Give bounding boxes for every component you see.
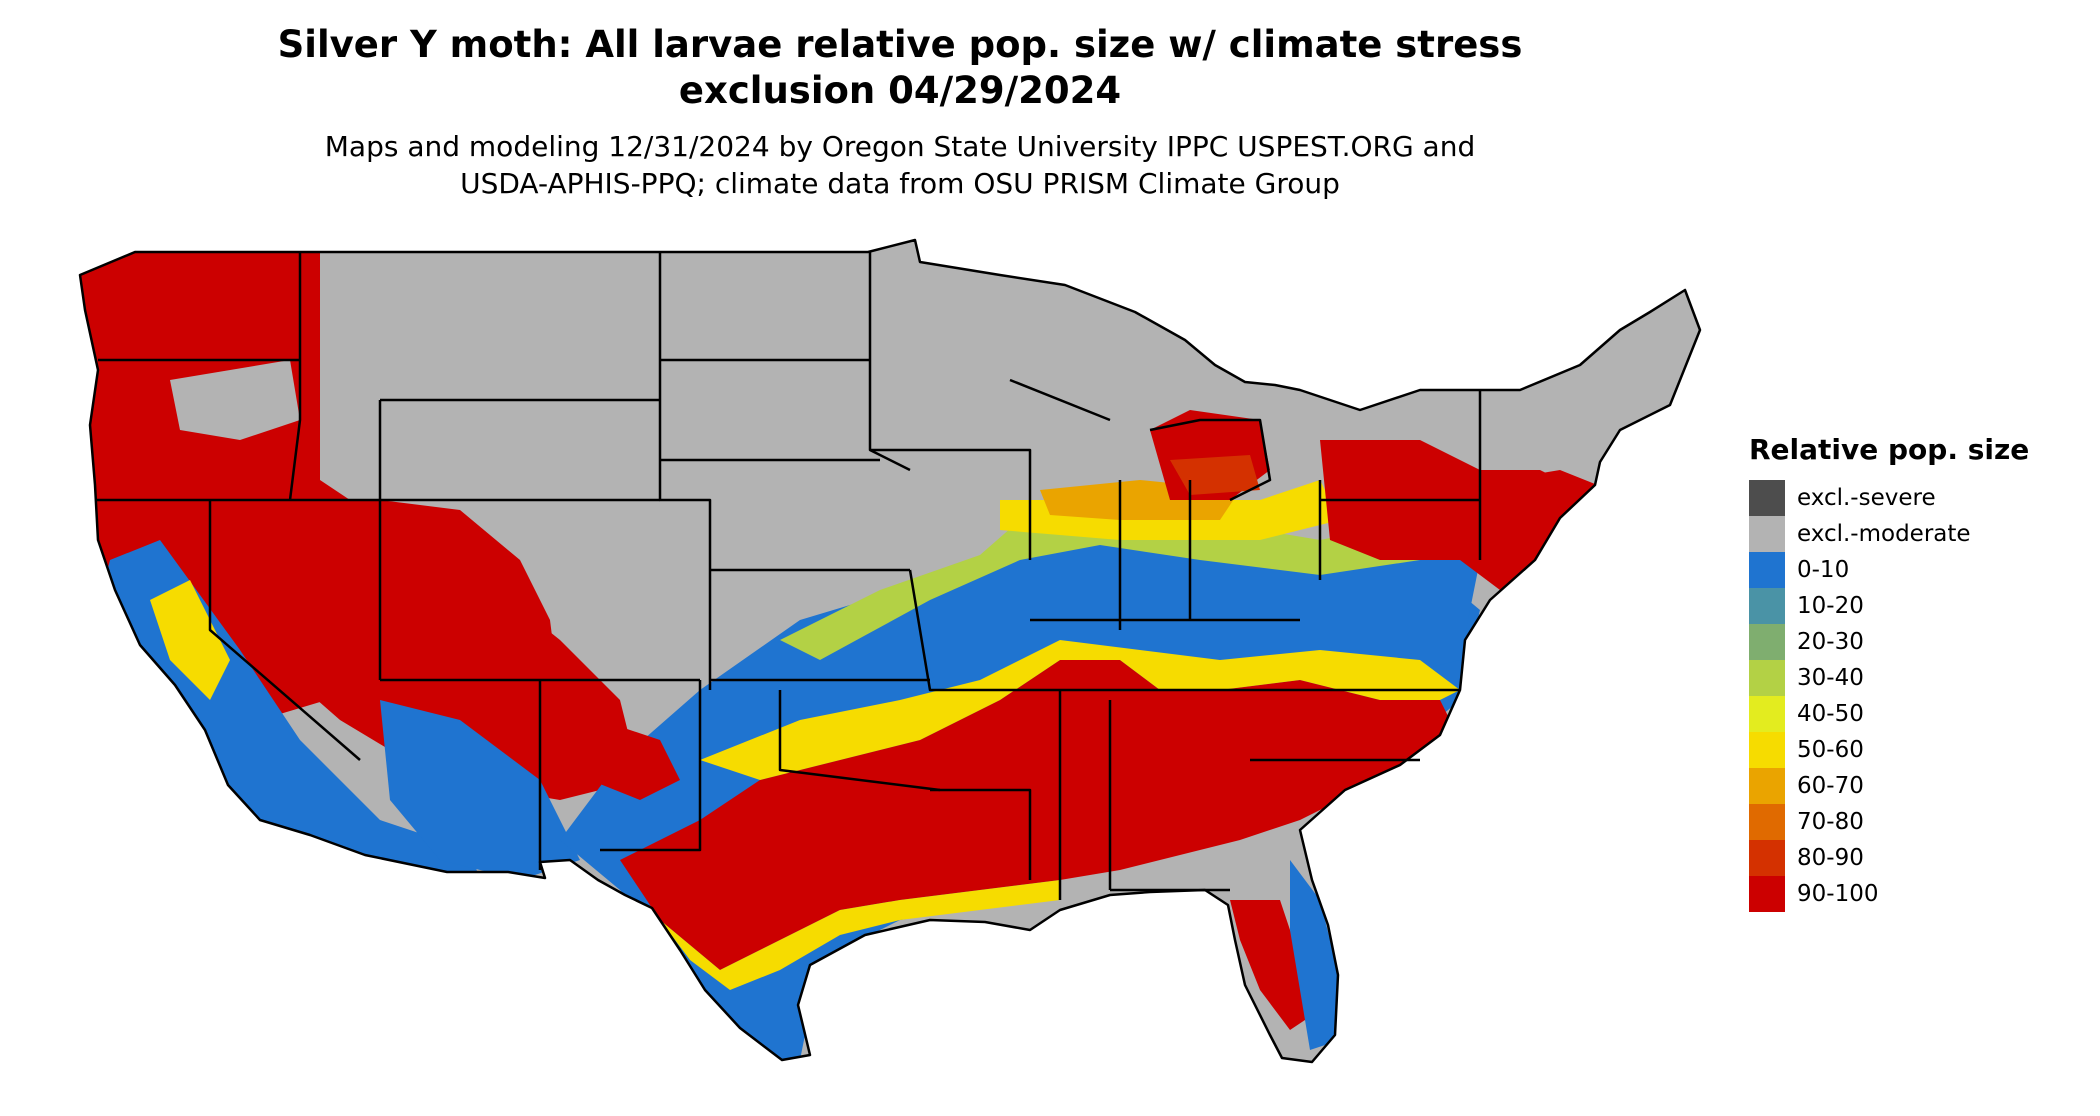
legend-label: excl.-severe	[1797, 485, 1936, 511]
zone-northwest-gray	[170, 360, 300, 440]
map-subtitle: Maps and modeling 12/31/2024 by Oregon S…	[150, 128, 1650, 202]
zone-florida-red	[1230, 900, 1320, 1030]
zone-gulf-yellow-band	[660, 880, 1060, 990]
legend-label: 10-20	[1797, 593, 1864, 619]
legend-swatch	[1749, 660, 1785, 696]
border-mo-ar	[908, 569, 1060, 692]
legend: Relative pop. size excl.-severe excl.-mod…	[1749, 432, 2079, 912]
legend-title: Relative pop. size	[1749, 433, 2030, 466]
legend-label: 50-60	[1797, 737, 1864, 763]
legend-item: 40-50	[1749, 696, 2079, 732]
zone-new-mexico-red	[590, 720, 680, 800]
legend-item: 90-100	[1749, 876, 2079, 912]
legend-swatch	[1749, 516, 1785, 552]
zone-midwest-yellow	[780, 505, 1480, 660]
zone-southern-red-band	[620, 660, 1460, 970]
border-wi-mi	[1009, 378, 1111, 422]
us-border	[78, 238, 1702, 1064]
border-ar-la	[930, 788, 1032, 880]
legend-item: 0-10	[1749, 552, 2079, 588]
border-ok-tx	[778, 690, 941, 792]
legend-item: 20-30	[1749, 624, 2079, 660]
legend-swatch	[1749, 840, 1785, 876]
legend-item: 80-90	[1749, 840, 2079, 876]
border-id-west	[288, 252, 302, 501]
title-line-2: exclusion 04/29/2024	[678, 69, 1122, 112]
legend-label: 70-80	[1797, 809, 1864, 835]
legend-swatch	[1749, 768, 1785, 804]
zone-california-yellow	[150, 580, 230, 700]
legend-label: 20-30	[1797, 629, 1864, 655]
legend-swatch	[1749, 588, 1785, 624]
legend-label: 60-70	[1797, 773, 1864, 799]
legend-label: 80-90	[1797, 845, 1864, 871]
legend-label: 0-10	[1797, 557, 1850, 583]
legend-rows: excl.-severe excl.-moderate 0-10 10-20 20-30…	[1749, 480, 2079, 912]
legend-item: excl.-moderate	[1749, 516, 2079, 552]
zone-southern-yellow-band	[700, 640, 1460, 780]
border-ia-mo	[870, 448, 1032, 560]
legend-swatch	[1749, 624, 1785, 660]
legend-item: 70-80	[1749, 804, 2079, 840]
legend-swatch	[1749, 696, 1785, 732]
border-nm-tx	[600, 680, 702, 852]
legend-item: 60-70	[1749, 768, 2079, 804]
border-wy-co	[378, 400, 660, 502]
legend-label: 40-50	[1797, 701, 1864, 727]
zone-arizona-blue	[380, 700, 580, 880]
state-borders	[78, 238, 1702, 1064]
legend-swatch	[1749, 804, 1785, 840]
legend-label: 30-40	[1797, 665, 1864, 691]
legend-swatch	[1749, 732, 1785, 768]
legend-item: 30-40	[1749, 660, 2079, 696]
border-ca-nv	[208, 500, 361, 761]
legend-item: 10-20	[1749, 588, 2079, 624]
legend-swatch	[1749, 552, 1785, 588]
legend-item: excl.-severe	[1749, 480, 2079, 516]
legend-swatch	[1749, 480, 1785, 516]
zone-florida-blue	[1290, 860, 1340, 1050]
map-title: Silver Y moth: All larvae relative pop. …	[150, 22, 1650, 114]
zone-michigan-orange	[1170, 455, 1260, 495]
legend-label: excl.-moderate	[1797, 521, 1971, 547]
legend-swatch	[1749, 876, 1785, 912]
subtitle-line-1: Maps and modeling 12/31/2024 by Oregon S…	[324, 130, 1476, 163]
border-plains-west	[658, 252, 712, 690]
legend-item: 50-60	[1749, 732, 2079, 768]
subtitle-line-2: USDA-APHIS-PPQ; climate data from OSU PR…	[460, 167, 1340, 200]
legend-label: 90-100	[1797, 881, 1879, 907]
title-line-1: Silver Y moth: All larvae relative pop. …	[277, 23, 1523, 66]
border-mi-lower	[1149, 418, 1272, 502]
